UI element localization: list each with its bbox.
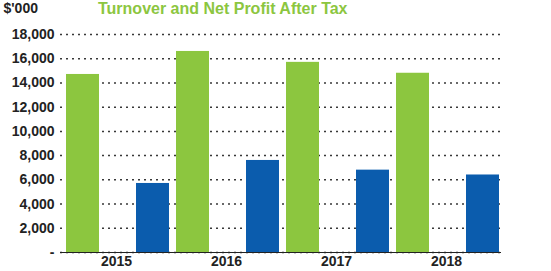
svg-text:2017: 2017 xyxy=(321,253,352,269)
svg-text:10,000: 10,000 xyxy=(12,123,55,139)
svg-text:2,000: 2,000 xyxy=(19,220,54,236)
svg-text:2018: 2018 xyxy=(431,253,462,269)
svg-text:4,000: 4,000 xyxy=(19,196,54,212)
svg-text:14,000: 14,000 xyxy=(12,74,55,90)
svg-text:$'000: $'000 xyxy=(4,0,39,16)
svg-text:12,000: 12,000 xyxy=(12,99,55,115)
svg-text:16,000: 16,000 xyxy=(12,50,55,66)
html-text:Turnover and Net Profit After: Turnover and Net Profit After Tax xyxy=(98,0,348,17)
svg-text:8,000: 8,000 xyxy=(19,147,54,163)
svg-text:6,000: 6,000 xyxy=(19,171,54,187)
svg-text:2016: 2016 xyxy=(211,253,242,269)
svg-text:18,000: 18,000 xyxy=(12,26,55,42)
svg-text:2015: 2015 xyxy=(101,253,132,269)
svg-text:-: - xyxy=(50,244,55,260)
